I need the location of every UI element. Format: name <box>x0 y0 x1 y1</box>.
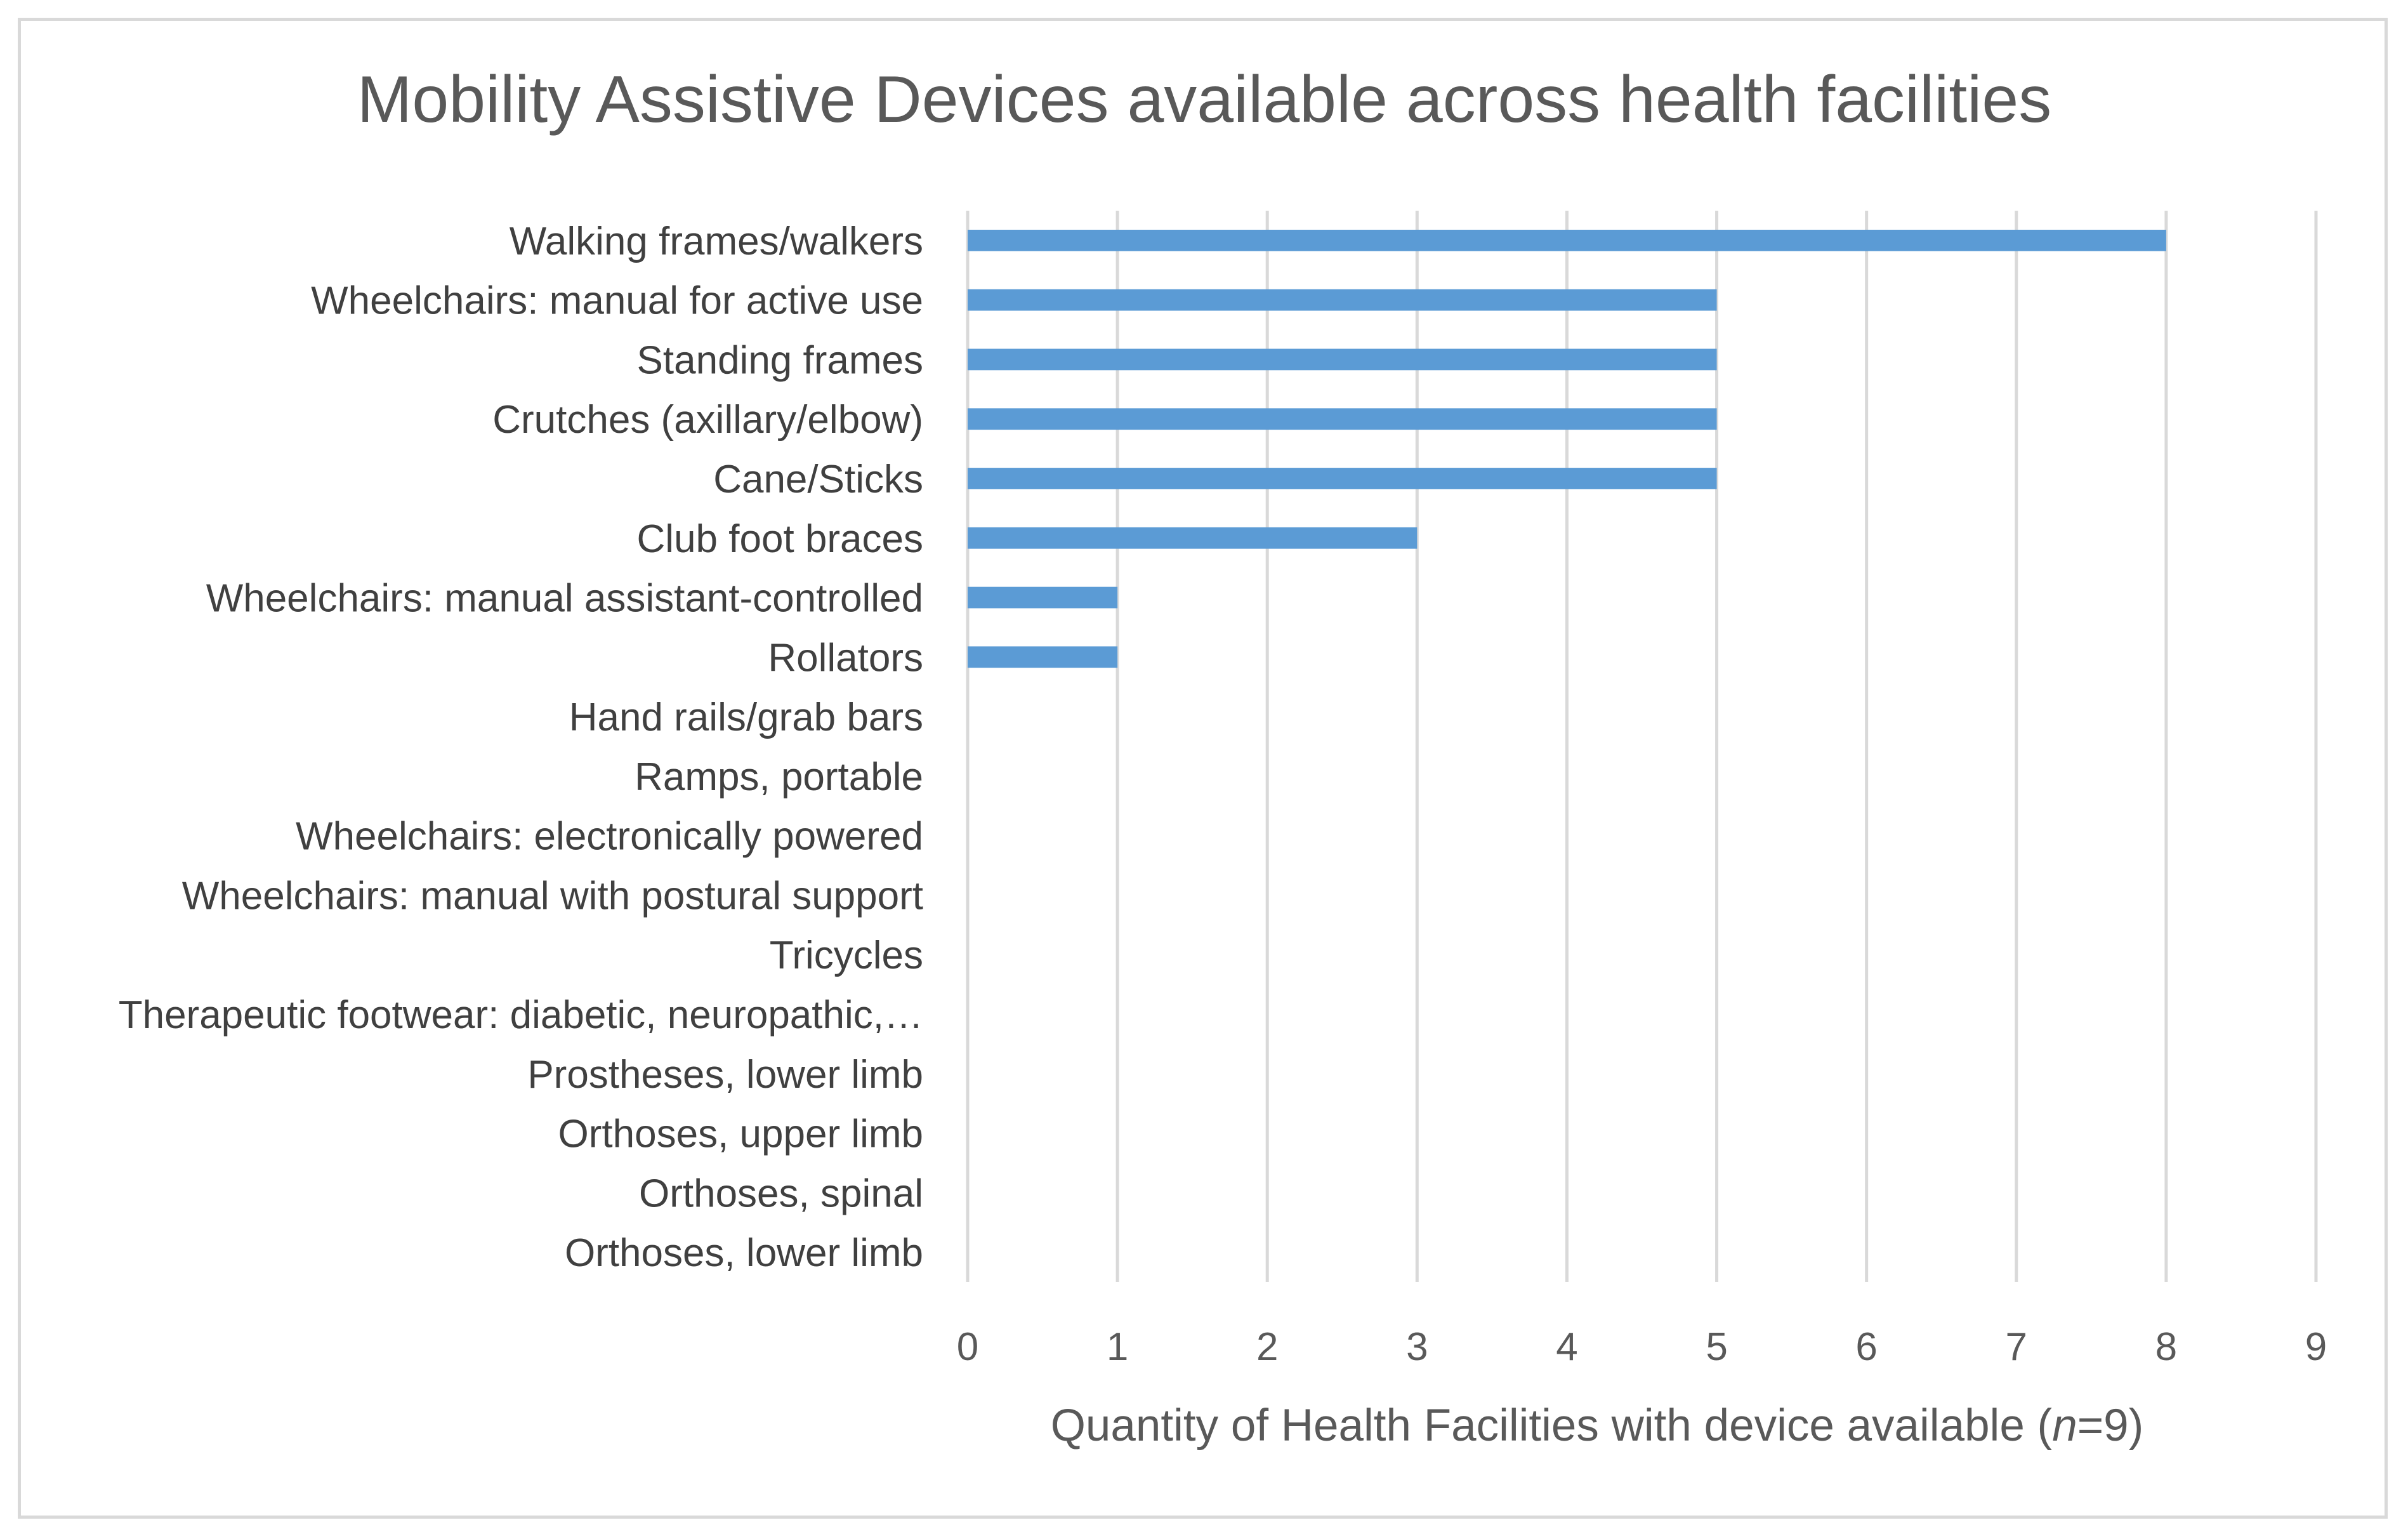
x-tick-label: 5 <box>1706 1325 1727 1369</box>
category-label: Wheelchairs: manual assistant-controlled <box>206 577 923 621</box>
category-label: Wheelchairs: electronically powered <box>296 815 923 859</box>
x-tick-label: 0 <box>957 1325 978 1369</box>
x-tick-label: 1 <box>1107 1325 1128 1369</box>
bar <box>968 348 1717 371</box>
bar <box>968 646 1118 668</box>
category-label: Walking frames/walkers <box>510 220 923 263</box>
category-label: Standing frames <box>637 338 923 382</box>
x-tick-label: 3 <box>1406 1325 1428 1369</box>
x-tick-label: 4 <box>1556 1325 1577 1369</box>
category-label: Orthoses, lower limb <box>565 1231 923 1275</box>
x-tick-label: 2 <box>1256 1325 1278 1369</box>
category-label: Orthoses, upper limb <box>558 1113 923 1156</box>
bars <box>968 230 2166 668</box>
x-tick-label: 7 <box>2006 1325 2027 1369</box>
bar <box>968 586 1118 609</box>
x-tick-label: 8 <box>2155 1325 2177 1369</box>
bar <box>968 230 2166 251</box>
x-axis-title-start: Quantity of Health Facilities with devic… <box>1051 1401 2053 1451</box>
category-label: Rollators <box>768 636 923 680</box>
category-label: Wheelchairs: manual for active use <box>311 279 923 323</box>
chart-title: Mobility Assistive Devices available acr… <box>357 63 2051 136</box>
gridlines <box>966 211 2318 1282</box>
x-tick-labels: 0 1 2 3 4 5 6 7 8 9 <box>957 1325 2327 1369</box>
bar <box>968 468 1717 489</box>
category-label: Club foot braces <box>637 517 923 561</box>
category-label: Tricycles <box>770 934 923 977</box>
bar <box>968 289 1717 311</box>
category-label: Therapeutic footwear: diabetic, neuropat… <box>119 993 923 1037</box>
chart-frame <box>18 18 2388 1519</box>
x-tick-label: 9 <box>2305 1325 2327 1369</box>
category-label: Prostheses, lower limb <box>527 1053 923 1097</box>
bar <box>968 408 1717 430</box>
category-label: Orthoses, spinal <box>639 1172 923 1215</box>
category-label: Cane/Sticks <box>713 458 923 501</box>
category-label: Wheelchairs: manual with postural suppor… <box>182 874 923 918</box>
category-label: Crutches (axillary/elbow) <box>492 398 923 442</box>
x-axis-title-end: =9) <box>2077 1401 2144 1451</box>
category-label: Hand rails/grab bars <box>569 696 923 739</box>
x-tick-label: 6 <box>1855 1325 1877 1369</box>
bar <box>968 527 1418 549</box>
category-labels: Walking frames/walkers Wheelchairs: manua… <box>119 220 923 1275</box>
category-label: Ramps, portable <box>635 755 923 799</box>
x-axis-title: Quantity of Health Facilities with devic… <box>1051 1401 2144 1451</box>
x-axis-title-italic: n <box>2052 1401 2077 1451</box>
